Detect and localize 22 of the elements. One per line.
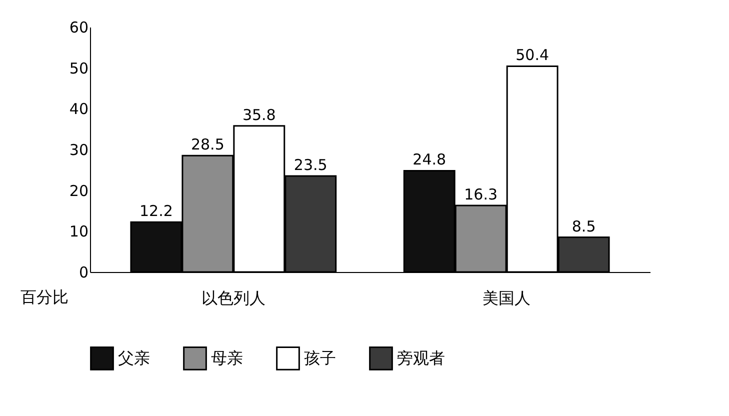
data-label: 8.5 xyxy=(572,217,596,236)
data-label: 28.5 xyxy=(190,136,224,154)
x-tick-label: 以色列人 xyxy=(201,288,266,308)
y-tick-label: 10 xyxy=(69,222,88,241)
y-tick-label: 50 xyxy=(69,59,88,78)
y-tick-label: 60 xyxy=(69,18,88,36)
legend-label: 母亲 xyxy=(211,348,243,368)
y-tick-label: 20 xyxy=(69,182,88,200)
data-label: 23.5 xyxy=(294,156,328,174)
y-axis-title: 百分比 xyxy=(20,288,68,306)
data-label: 50.4 xyxy=(516,46,550,64)
data-label: 12.2 xyxy=(139,202,173,220)
x-tick-label: 美国人 xyxy=(482,288,531,308)
legend-label: 父亲 xyxy=(118,348,150,368)
y-tick-label: 40 xyxy=(69,100,88,118)
legend-label: 孩子 xyxy=(304,348,336,368)
data-label: 35.8 xyxy=(242,106,276,124)
y-tick-label: 0 xyxy=(78,264,88,282)
data-label: 16.3 xyxy=(464,185,498,204)
legend-label: 旁观者 xyxy=(397,348,445,368)
y-tick-label: 30 xyxy=(69,141,88,159)
data-label: 24.8 xyxy=(412,150,446,169)
